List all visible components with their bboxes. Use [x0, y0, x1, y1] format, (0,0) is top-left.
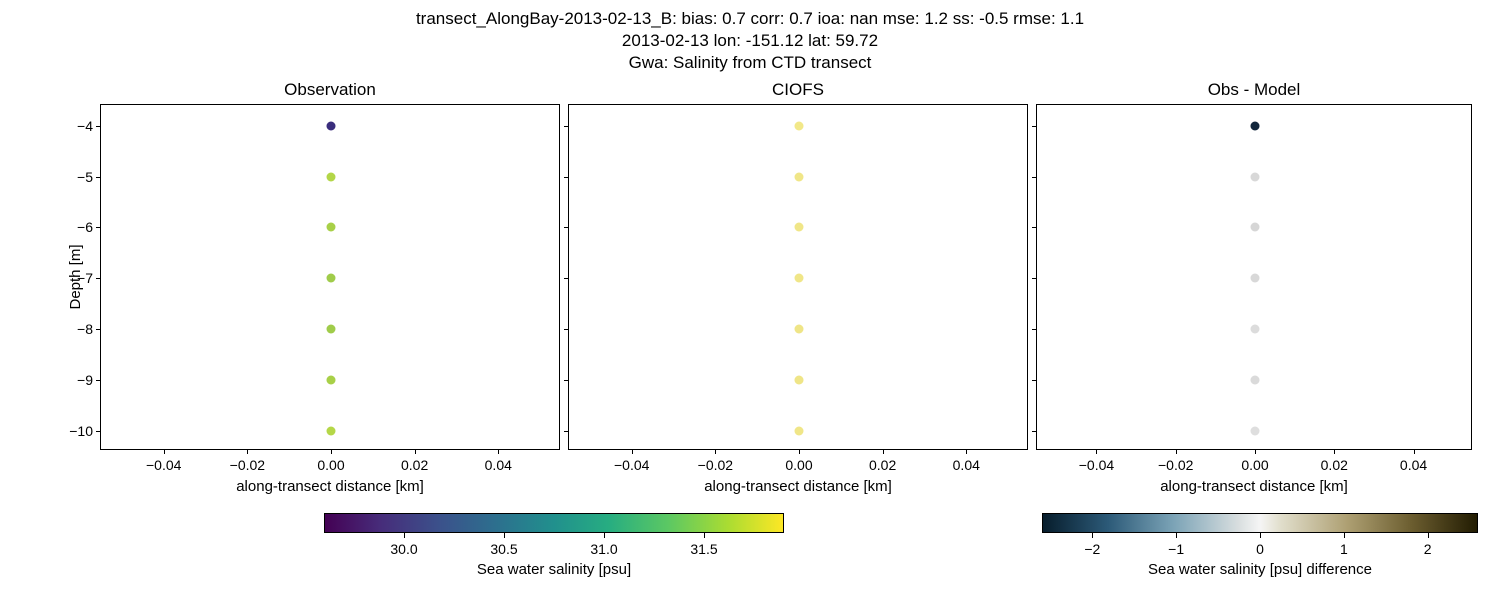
xtick-label: 0.00	[317, 449, 344, 473]
ytick-label: −9	[77, 372, 101, 388]
ytick-mark	[564, 126, 569, 127]
scatter-point	[327, 274, 336, 283]
ytick-mark	[564, 431, 569, 432]
xtick-label: −0.04	[146, 449, 181, 473]
ytick-label: −6	[77, 219, 101, 235]
xtick-label: 0.02	[1321, 449, 1348, 473]
colorbar-label: Sea water salinity [psu]	[324, 561, 784, 578]
xtick-label: −0.04	[1079, 449, 1114, 473]
scatter-point	[795, 376, 804, 385]
scatter-point	[795, 274, 804, 283]
plot-area: −0.04−0.020.000.020.04	[1036, 104, 1472, 450]
scatter-point	[1251, 376, 1260, 385]
panel: Observation Depth [m]−4−5−6−7−8−9−10−0.04…	[100, 80, 560, 495]
ytick-label: −8	[77, 321, 101, 337]
scatter-point	[795, 121, 804, 130]
scatter-point	[327, 223, 336, 232]
scatter-point	[795, 325, 804, 334]
scatter-point	[795, 223, 804, 232]
xtick-label: 0.04	[1400, 449, 1427, 473]
xtick-label: −0.02	[1158, 449, 1193, 473]
xtick-label: 0.02	[401, 449, 428, 473]
plot-area: −0.04−0.020.000.020.04	[568, 104, 1028, 450]
ytick-mark	[564, 177, 569, 178]
scatter-point	[795, 426, 804, 435]
colorbar-tick-label: 2	[1424, 533, 1432, 557]
scatter-point	[1251, 325, 1260, 334]
xtick-label: 0.02	[869, 449, 896, 473]
xtick-label: −0.02	[698, 449, 733, 473]
xtick-label: 0.04	[953, 449, 980, 473]
suptitle-line-2: 2013-02-13 lon: -151.12 lat: 59.72	[0, 30, 1500, 52]
scatter-point	[327, 376, 336, 385]
x-axis-label: along-transect distance [km]	[568, 478, 1028, 495]
xtick-label: 0.00	[785, 449, 812, 473]
xtick-label: −0.04	[614, 449, 649, 473]
ytick-mark	[1032, 431, 1037, 432]
colorbar-tick-label: 31.5	[690, 533, 717, 557]
ytick-mark	[564, 380, 569, 381]
xtick-label: 0.00	[1241, 449, 1268, 473]
colorbar-tick-label: −2	[1084, 533, 1100, 557]
ytick-mark	[1032, 329, 1037, 330]
colorbar-label: Sea water salinity [psu] difference	[1042, 561, 1478, 578]
ytick-mark	[1032, 227, 1037, 228]
ytick-label: −7	[77, 270, 101, 286]
suptitle-line-3: Gwa: Salinity from CTD transect	[0, 52, 1500, 74]
scatter-point	[1251, 426, 1260, 435]
colorbar-tick-label: −1	[1168, 533, 1184, 557]
ytick-mark	[1032, 126, 1037, 127]
ytick-mark	[1032, 278, 1037, 279]
ytick-label: −4	[77, 118, 101, 134]
scatter-point	[327, 426, 336, 435]
colorbar-gradient	[1042, 513, 1478, 533]
ytick-mark	[564, 278, 569, 279]
colorbars-row: 30.0 30.5 31.0 31.5 Sea water salinity [psu]…	[0, 513, 1500, 578]
scatter-point	[795, 172, 804, 181]
ytick-mark	[564, 329, 569, 330]
ytick-mark	[564, 227, 569, 228]
suptitle-line-1: transect_AlongBay-2013-02-13_B: bias: 0.…	[0, 8, 1500, 30]
colorbar-tick-label: 30.0	[390, 533, 417, 557]
xtick-label: −0.02	[230, 449, 265, 473]
scatter-point	[1251, 274, 1260, 283]
colorbar: −2 −1 0 1 2 Sea water salinity [psu] differen…	[1042, 513, 1478, 578]
x-axis-label: along-transect distance [km]	[1036, 478, 1472, 495]
ytick-label: −5	[77, 169, 101, 185]
ytick-mark	[1032, 177, 1037, 178]
colorbar-tick-label: 30.5	[490, 533, 517, 557]
figure-suptitle: transect_AlongBay-2013-02-13_B: bias: 0.…	[0, 0, 1500, 74]
scatter-point	[327, 325, 336, 334]
scatter-point	[1251, 223, 1260, 232]
scatter-point	[1251, 172, 1260, 181]
colorbar-tick-label: 1	[1340, 533, 1348, 557]
colorbar-tick-label: 0	[1256, 533, 1264, 557]
panel-title: Observation	[100, 80, 560, 100]
panels-row: Observation Depth [m]−4−5−6−7−8−9−10−0.04…	[0, 80, 1500, 495]
colorbar-gradient	[324, 513, 784, 533]
ytick-mark	[1032, 380, 1037, 381]
panel-title: Obs - Model	[1036, 80, 1472, 100]
panel: CIOFS−0.04−0.020.000.020.04along-transec…	[568, 80, 1028, 495]
panel-title: CIOFS	[568, 80, 1028, 100]
scatter-point	[327, 172, 336, 181]
ytick-label: −10	[69, 423, 101, 439]
colorbar: 30.0 30.5 31.0 31.5 Sea water salinity [psu]	[324, 513, 784, 578]
x-axis-label: along-transect distance [km]	[100, 478, 560, 495]
panel: Obs - Model−0.04−0.020.000.020.04along-t…	[1036, 80, 1472, 495]
plot-area: Depth [m]−4−5−6−7−8−9−10−0.04−0.020.000.…	[100, 104, 560, 450]
colorbar-tick-label: 31.0	[590, 533, 617, 557]
xtick-label: 0.04	[485, 449, 512, 473]
scatter-point	[1251, 121, 1260, 130]
scatter-point	[327, 121, 336, 130]
